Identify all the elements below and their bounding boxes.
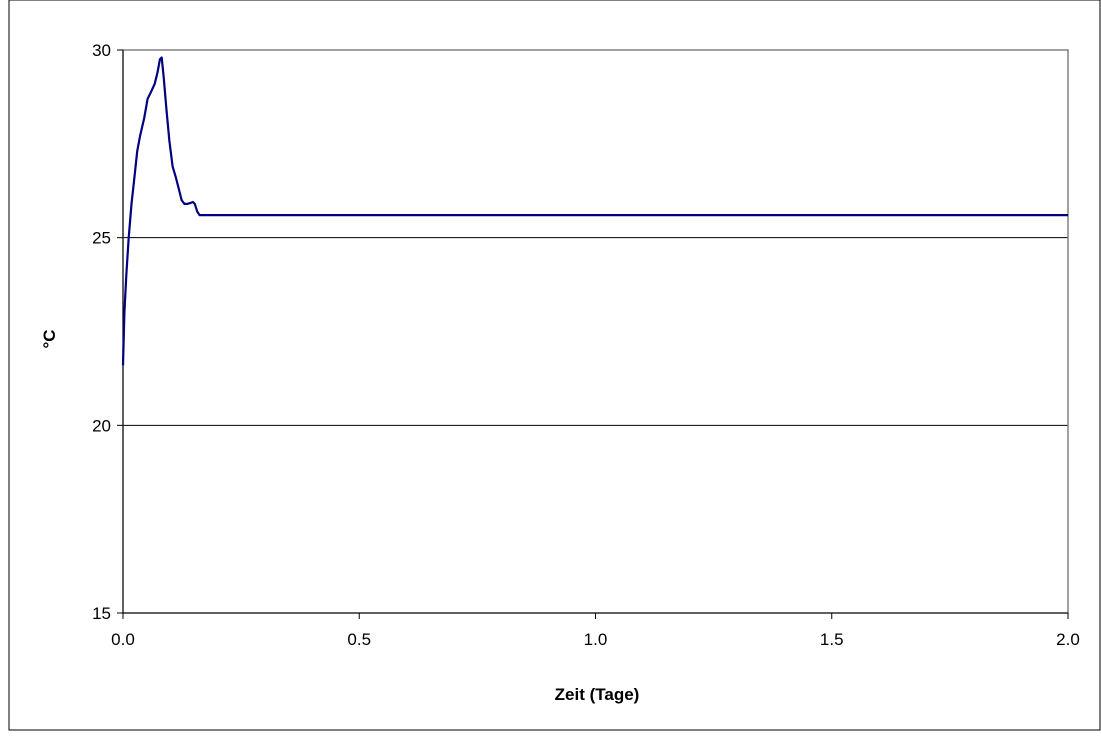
y-tick-label: 15 bbox=[92, 604, 111, 623]
y-tick-label: 20 bbox=[92, 416, 111, 435]
x-axis-title: Zeit (Tage) bbox=[555, 685, 640, 704]
y-tick-label: 25 bbox=[92, 229, 111, 248]
y-axis-title: °C bbox=[40, 329, 59, 348]
series-layer bbox=[121, 56, 1068, 366]
y-tick-label: 30 bbox=[92, 41, 111, 60]
series-line-0 bbox=[121, 56, 1068, 366]
tick-layer: 15 20 25 30 0.0 0.5 1.0 1.5 2.0 bbox=[92, 41, 1080, 649]
x-tick-label: 0.0 bbox=[111, 630, 135, 649]
x-tick-label: 0.5 bbox=[347, 630, 371, 649]
x-tick-label: 1.5 bbox=[820, 630, 844, 649]
chart-frame bbox=[8, 0, 1101, 731]
x-tick-label: 2.0 bbox=[1056, 630, 1080, 649]
grid-layer bbox=[123, 237, 1068, 426]
x-tick-label: 1.0 bbox=[584, 630, 608, 649]
